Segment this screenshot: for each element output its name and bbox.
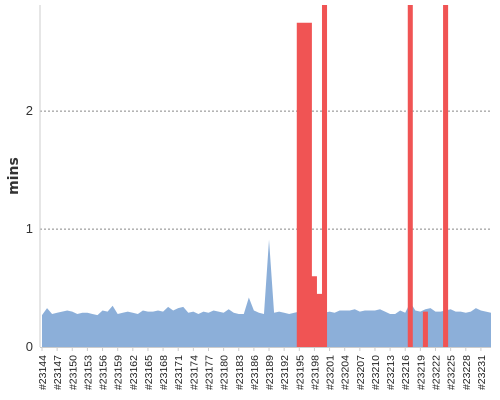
- y-tick-label: 0: [26, 339, 33, 354]
- x-tick-label: #23177: [203, 355, 215, 390]
- gridlines: [40, 110, 491, 230]
- x-tick-label: #23231: [476, 355, 488, 390]
- x-tick-label: #23174: [188, 355, 200, 390]
- x-tick-label: #23198: [309, 355, 321, 390]
- x-tick-label: #23162: [128, 355, 140, 390]
- x-tick-label: #23210: [370, 355, 382, 390]
- x-tick-label: #23156: [98, 355, 110, 390]
- x-tick-label: #23186: [249, 355, 261, 390]
- y-axis-label: mins: [6, 157, 22, 195]
- x-tick-label: #23168: [158, 355, 170, 390]
- y-tick-labels: 0 1 2: [26, 103, 33, 354]
- x-tick-label: #23207: [355, 355, 367, 390]
- x-tick-label: #23153: [82, 355, 94, 390]
- series-1-area: [42, 239, 491, 347]
- series-area: [42, 5, 491, 347]
- x-tick-label: #23171: [173, 355, 185, 390]
- x-tick-label: #23216: [400, 355, 412, 390]
- x-tick-label: #23180: [219, 355, 231, 390]
- x-tick-label: #23195: [294, 355, 306, 390]
- x-tick-label: #23183: [234, 355, 246, 390]
- y-tick-label: 1: [26, 221, 33, 236]
- x-tick-label: #23225: [446, 355, 458, 390]
- x-tick-label: #23150: [67, 355, 79, 390]
- x-tick-label: #23222: [431, 355, 443, 390]
- x-tick-label: #23192: [279, 355, 291, 390]
- y-tick-label: 2: [26, 103, 33, 118]
- x-tick-label: #23213: [385, 355, 397, 390]
- x-tick-labels: #23144 #23147 #23150 #23153 #23156 #23159 #231…: [37, 347, 488, 390]
- series-2-area: [296, 5, 449, 347]
- x-tick-label: #23159: [113, 355, 125, 390]
- x-tick-label: #23204: [340, 355, 352, 390]
- x-tick-label: #23144: [37, 355, 49, 390]
- x-tick-label: #23219: [415, 355, 427, 390]
- x-tick-label: #23228: [461, 355, 473, 390]
- x-tick-label: #23165: [143, 355, 155, 390]
- x-tick-label: #23189: [264, 355, 276, 390]
- axes: [39, 5, 491, 348]
- x-tick-label: #23201: [325, 355, 337, 390]
- x-tick-label: #23147: [52, 355, 64, 390]
